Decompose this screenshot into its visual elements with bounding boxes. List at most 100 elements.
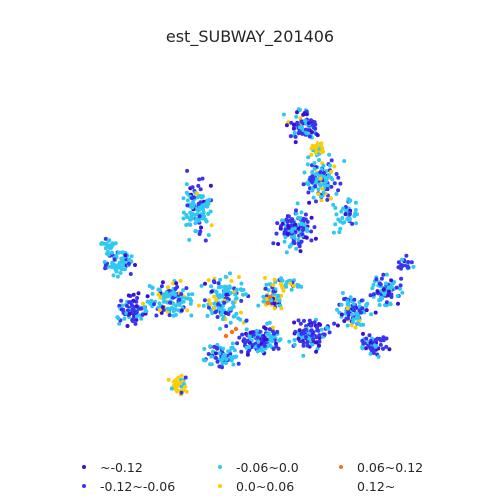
map-point [348, 211, 352, 216]
map-point [398, 286, 402, 291]
map-point [244, 292, 248, 297]
legend-dot-2 [82, 484, 86, 488]
map-point [119, 298, 124, 303]
map-point [287, 339, 292, 344]
map-point [381, 335, 386, 340]
map-point [371, 292, 376, 297]
map-point [310, 174, 315, 179]
map-point [238, 287, 243, 292]
map-point [324, 325, 329, 330]
map-point [188, 297, 193, 302]
map-point [263, 286, 268, 291]
map-point [189, 313, 194, 318]
map-point [164, 290, 169, 295]
map-point [307, 200, 312, 205]
map-point [228, 320, 233, 325]
map-point [179, 373, 184, 378]
map-point [307, 331, 311, 336]
map-point [296, 237, 301, 242]
map-point [148, 301, 153, 306]
map-point [319, 327, 324, 332]
map-point [283, 282, 288, 287]
map-point [331, 202, 336, 207]
map-point [185, 203, 190, 208]
map-point [115, 315, 120, 320]
legend-dot-1 [82, 465, 86, 469]
map-point [106, 252, 111, 257]
map-point [302, 318, 306, 323]
map-point [121, 263, 126, 268]
map-point [195, 191, 200, 196]
map-point [339, 312, 344, 317]
map-point [185, 198, 190, 203]
map-point [244, 318, 249, 323]
map-point [316, 192, 321, 197]
map-point [215, 315, 220, 319]
map-point [267, 343, 272, 348]
map-point [319, 141, 324, 146]
map-point [184, 296, 188, 301]
map-point [251, 332, 256, 337]
map-point [206, 233, 211, 238]
map-point [345, 302, 350, 307]
map-point [384, 300, 389, 305]
map-point [103, 263, 108, 268]
map-point [370, 286, 375, 291]
map-point [406, 260, 411, 264]
map-point [276, 242, 281, 246]
map-point [361, 322, 366, 327]
map-point [119, 259, 124, 263]
map-point [112, 257, 117, 262]
map-point [212, 301, 217, 306]
map-point [236, 275, 241, 279]
map-point [229, 358, 234, 363]
map-point [214, 298, 219, 303]
map-point [271, 325, 275, 330]
map-point [136, 291, 141, 296]
map-point [278, 226, 283, 231]
map-point [318, 183, 323, 188]
map-point [329, 158, 334, 163]
map-point [282, 239, 287, 244]
map-point [305, 343, 310, 348]
map-point [343, 212, 348, 217]
map-point [360, 306, 365, 311]
map-point [292, 320, 297, 325]
map-point [381, 272, 386, 277]
map-point [291, 240, 296, 245]
map-point [373, 337, 378, 342]
map-point [239, 298, 244, 303]
map-point [119, 250, 124, 255]
map-point [245, 338, 250, 343]
map-point [353, 325, 358, 330]
map-point [293, 140, 298, 145]
map-point [329, 184, 334, 189]
map-point [341, 206, 346, 211]
map-point [259, 341, 264, 346]
map-point [347, 216, 352, 221]
map-point [205, 200, 210, 205]
legend: ~-0.12 -0.12~-0.06 -0.06~0.0 0.0~0.06 0.… [70, 458, 470, 498]
map-point [325, 187, 330, 192]
map-point [188, 301, 193, 306]
map-point [350, 221, 355, 226]
map-points [99, 107, 416, 397]
map-point [217, 364, 222, 369]
map-point [187, 237, 192, 242]
map-point [368, 346, 373, 351]
map-point [368, 340, 373, 345]
map-point [134, 314, 139, 319]
map-point [208, 209, 213, 214]
map-point [176, 375, 181, 380]
map-point [226, 349, 231, 354]
map-point [345, 299, 350, 304]
map-point [301, 218, 306, 222]
map-point [190, 185, 195, 190]
chart-title: est_SUBWAY_201406 [165, 27, 335, 46]
map-point [376, 354, 381, 359]
legend-label-2: -0.12~-0.06 [100, 478, 176, 494]
map-point [109, 264, 114, 269]
map-point [351, 305, 356, 310]
map-point [322, 332, 327, 337]
map-point [125, 324, 130, 328]
